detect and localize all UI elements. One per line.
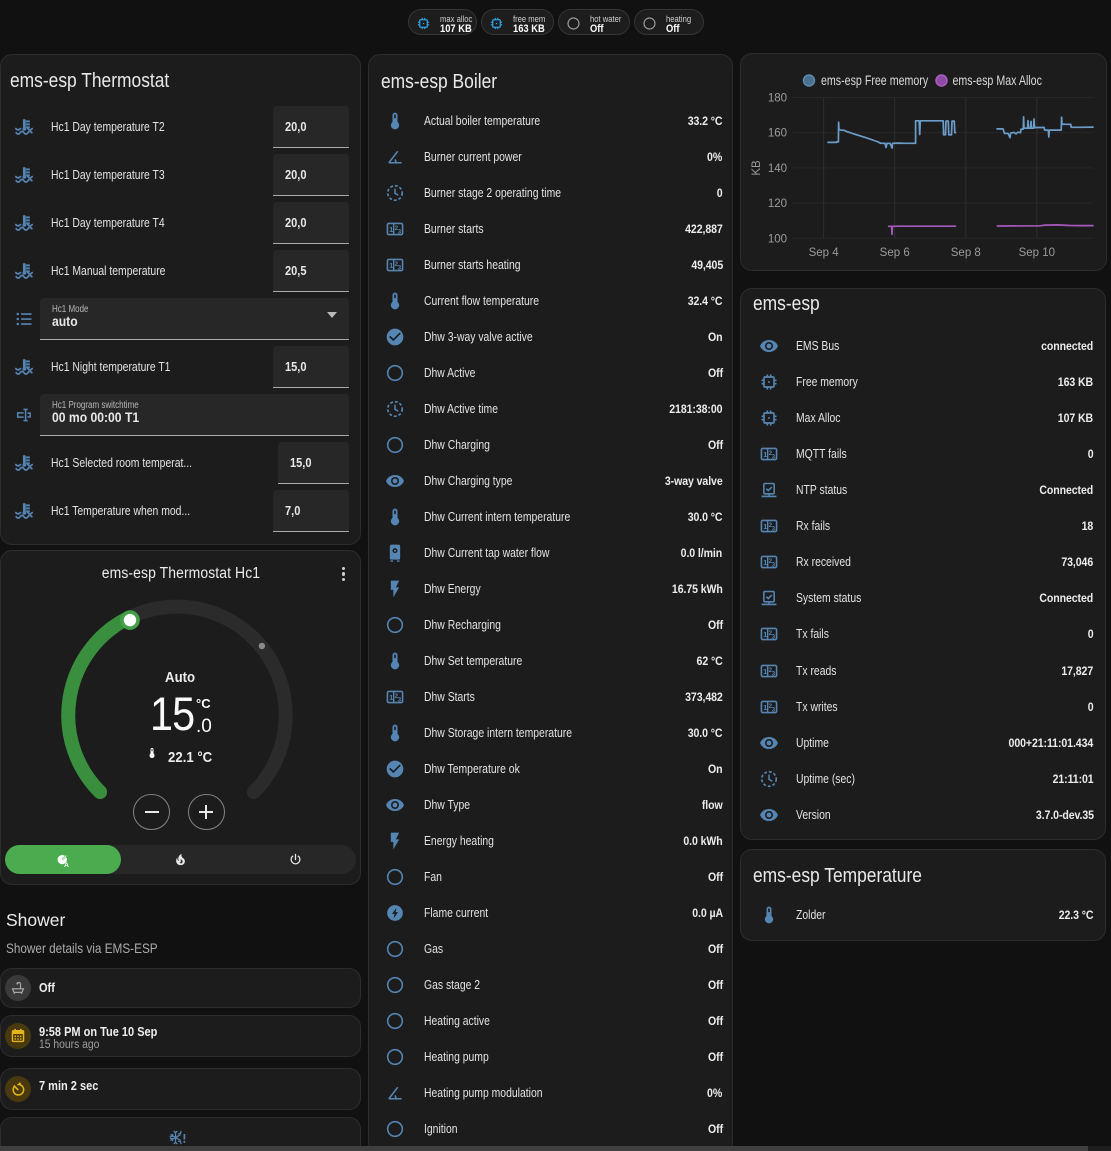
svg-text:Sep 4: Sep 4 (809, 247, 840, 259)
svg-text:120: 120 (768, 198, 787, 210)
svg-text:KB: KB (751, 160, 763, 176)
svg-text:Sep 10: Sep 10 (1019, 247, 1055, 259)
svg-text:ems-esp Free memory: ems-esp Free memory (821, 73, 929, 89)
svg-text:ems-esp Max Alloc: ems-esp Max Alloc (953, 73, 1042, 89)
svg-text:Sep 6: Sep 6 (880, 247, 910, 259)
svg-text:160: 160 (768, 128, 787, 140)
svg-text:Sep 8: Sep 8 (951, 247, 981, 259)
svg-text:180: 180 (768, 93, 787, 105)
svg-text:100: 100 (768, 233, 787, 245)
svg-text:140: 140 (768, 163, 787, 175)
